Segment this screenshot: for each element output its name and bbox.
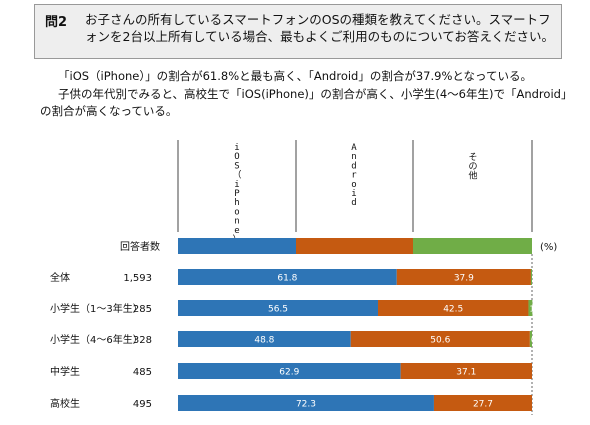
summary-line-1: 「iOS（iPhone）」の割合が61.8%と最も高く、「Android」の割合… — [58, 69, 532, 83]
data-label: 61.8 — [277, 274, 297, 284]
legend-char: o — [351, 180, 356, 190]
bar-segment — [178, 300, 379, 316]
legend-swatch — [413, 238, 532, 254]
legend-char: e — [234, 226, 239, 236]
bar-segment — [178, 363, 401, 379]
bar-segment — [350, 331, 530, 347]
row-label: 小学生（1～3年生） — [50, 302, 143, 315]
data-label: 27.7 — [473, 400, 493, 410]
row-count: 485 — [133, 367, 152, 378]
row-count: 285 — [133, 304, 152, 315]
data-label: 37.1 — [456, 368, 476, 378]
row-label: 中学生 — [50, 365, 80, 378]
legend-char: S — [234, 161, 239, 171]
data-label: 50.6 — [430, 336, 450, 346]
legend-char: そ — [468, 152, 477, 163]
legend-char: i — [351, 189, 356, 199]
legend-label-android: Android — [351, 143, 357, 208]
bar-segment — [400, 363, 532, 379]
data-label: 56.5 — [268, 305, 288, 315]
row-label: 全体 — [50, 271, 70, 284]
legend-char: i — [234, 143, 239, 153]
legend-char: O — [234, 152, 239, 162]
data-label: 37.9 — [454, 274, 474, 284]
question-box: 問2 お子さんの所有しているスマートフォンのOSの種類を教えてください。スマート… — [34, 4, 562, 59]
data-label: 0.3 — [532, 274, 545, 283]
row-label: 高校生 — [50, 397, 80, 410]
row-count: 1,593 — [123, 273, 152, 284]
summary-line-2: 子供の年代別でみると、高校生で「iOS(iPhone)」の割合が高く、小学生(4… — [40, 87, 567, 118]
bar-segment — [528, 300, 533, 316]
legend-char: h — [234, 198, 239, 208]
legend-char: n — [234, 217, 239, 227]
unit-label: (%) — [540, 242, 557, 253]
legend-char: n — [351, 152, 356, 162]
row-count: 495 — [133, 399, 152, 410]
legend-char: i — [234, 180, 239, 190]
bar-segment — [178, 331, 351, 347]
legend-label-other: その他 — [468, 152, 477, 181]
data-label: 72.3 — [296, 400, 316, 410]
bar-segment — [433, 395, 532, 411]
legend-char: d — [351, 161, 356, 171]
legend-swatch — [178, 238, 296, 254]
legend-char: の — [468, 162, 477, 172]
row-label: 小学生（4～6年生） — [50, 333, 143, 346]
data-label: 1.1 — [529, 305, 542, 314]
legend-char: P — [234, 189, 240, 199]
bar-segment — [530, 269, 532, 285]
question-number: 問2 — [45, 15, 68, 30]
legend-swatch — [296, 238, 413, 254]
legend-char: 他 — [468, 169, 477, 181]
legend-label-ios: iOS（iPhone） — [232, 143, 241, 245]
row-count: 328 — [133, 335, 152, 346]
legend-char: （ — [232, 170, 241, 181]
legend-char: d — [351, 198, 356, 208]
data-label: 62.9 — [279, 368, 299, 378]
question-text: お子さんの所有しているスマートフォンのOSの種類を教えてください。スマートフォン… — [85, 12, 554, 44]
bar-segment — [378, 300, 529, 316]
bar-segment — [178, 269, 397, 285]
data-label: 0.6 — [531, 336, 544, 345]
respondents-header: 回答者数 — [120, 240, 160, 253]
bar-segment — [396, 269, 531, 285]
legend-char: A — [351, 143, 357, 153]
bar-segment — [529, 331, 532, 347]
data-label: 42.5 — [443, 305, 463, 315]
bar-segment — [178, 395, 434, 411]
legend-char: o — [234, 207, 239, 217]
legend-char: r — [351, 171, 357, 181]
data-label: 48.8 — [254, 336, 274, 346]
